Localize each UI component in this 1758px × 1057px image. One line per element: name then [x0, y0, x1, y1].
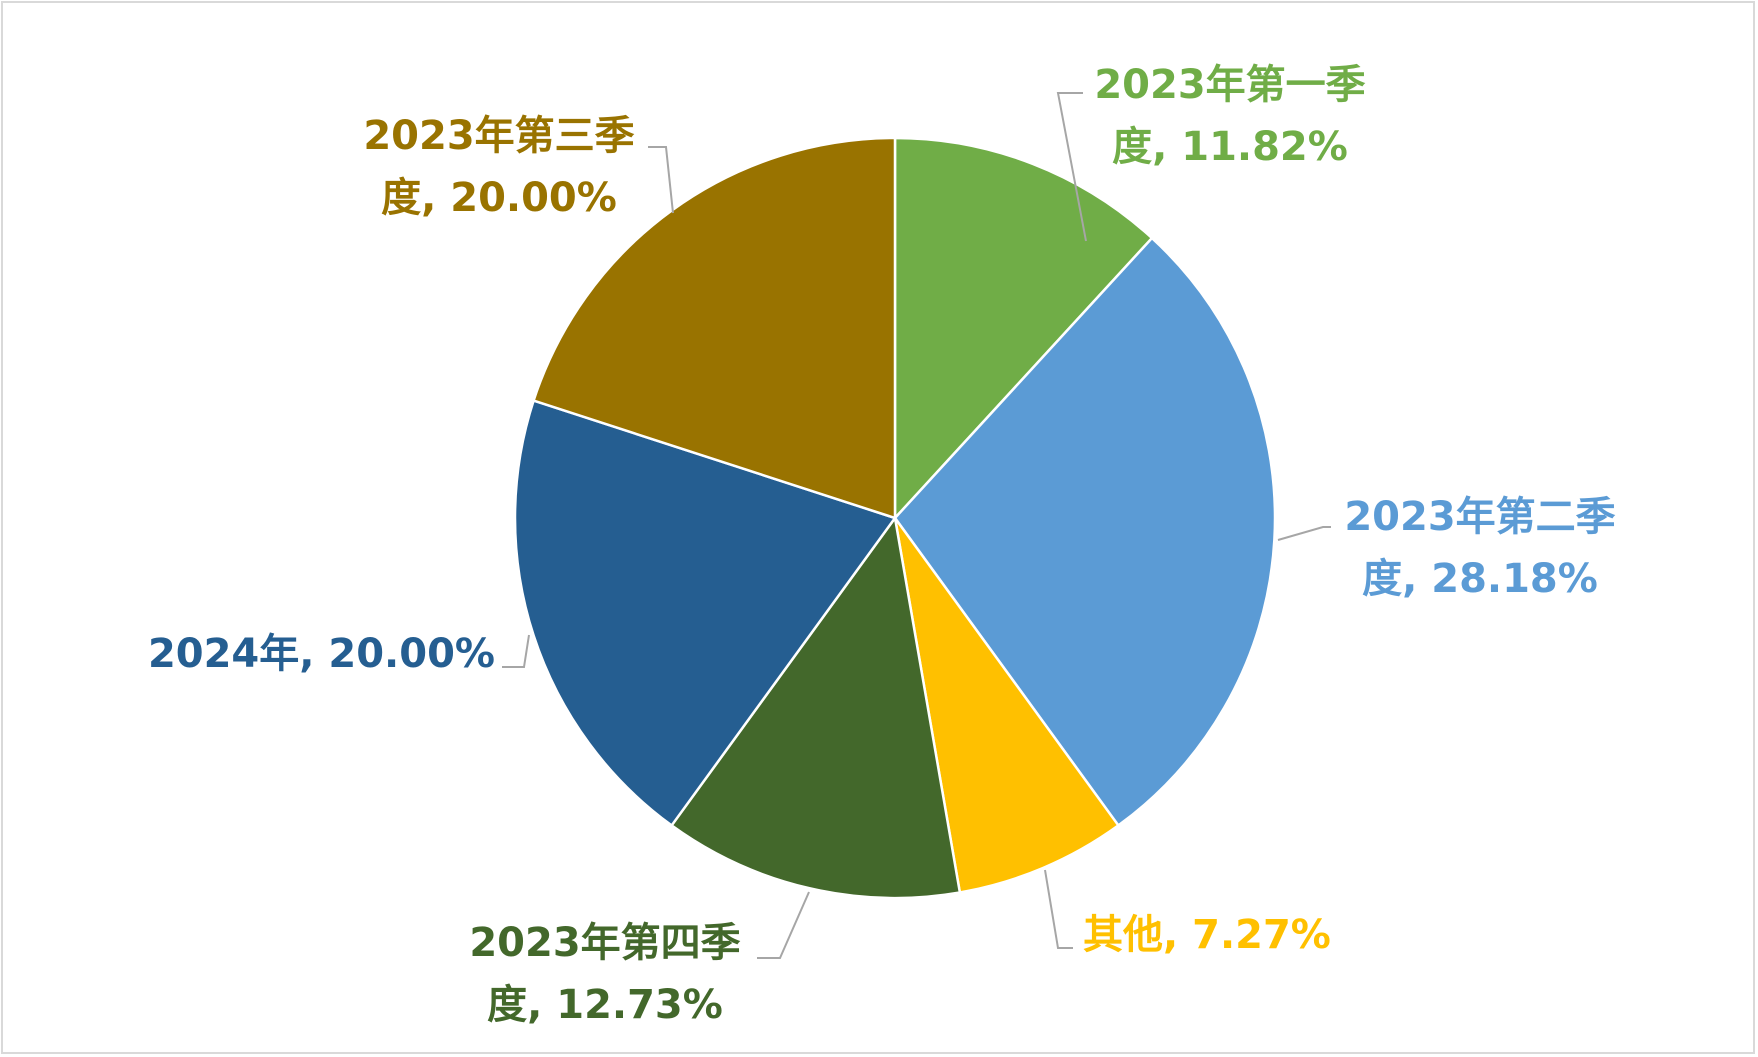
data-label-6-line-2: 度, 20.00% — [381, 175, 617, 221]
pie-slice-2 — [893, 236, 1277, 827]
leader-lines — [502, 92, 1331, 959]
pie-slices — [513, 136, 1277, 900]
data-label-2-line-2: 度, 28.18% — [1362, 556, 1598, 602]
data-label-5: 2024年, 20.00% — [148, 631, 495, 677]
leader-line-3 — [1044, 869, 1073, 949]
pie-slice-5 — [513, 399, 897, 827]
pie-slice-3 — [893, 516, 1120, 894]
data-label-2: 2023年第二季度, 28.18% — [1344, 494, 1615, 602]
data-label-6: 2023年第三季度, 20.00% — [363, 113, 634, 221]
pie-slice-4 — [670, 516, 962, 900]
data-label-2-line-1: 2023年第二季 — [1344, 494, 1615, 540]
leader-line-6 — [648, 146, 674, 214]
data-label-4-line-2: 度, 12.73% — [487, 982, 723, 1028]
leader-line-2 — [1277, 526, 1331, 541]
data-labels: 2023年第一季度, 11.82% 2023年第二季度, 28.18% 其他, 7.… — [148, 62, 1616, 1028]
leader-line-5 — [502, 634, 530, 668]
data-label-6-line-1: 2023年第三季 — [363, 113, 634, 159]
pie-slice-1 — [893, 136, 1154, 520]
data-label-5-line-1: 2024年, 20.00% — [148, 631, 495, 677]
data-label-3-line-1: 其他, 7.27% — [1083, 912, 1331, 958]
data-label-1-line-1: 2023年第一季 — [1094, 62, 1365, 108]
pie-slice-6 — [532, 136, 897, 520]
data-label-1-line-2: 度, 11.82% — [1112, 124, 1348, 170]
data-label-3: 其他, 7.27% — [1083, 912, 1331, 958]
leader-line-1 — [1056, 92, 1087, 242]
leader-line-4 — [757, 891, 810, 959]
data-label-4: 2023年第四季度, 12.73% — [469, 920, 740, 1028]
data-label-1: 2023年第一季度, 11.82% — [1094, 62, 1365, 170]
data-label-4-line-1: 2023年第四季 — [469, 920, 740, 966]
